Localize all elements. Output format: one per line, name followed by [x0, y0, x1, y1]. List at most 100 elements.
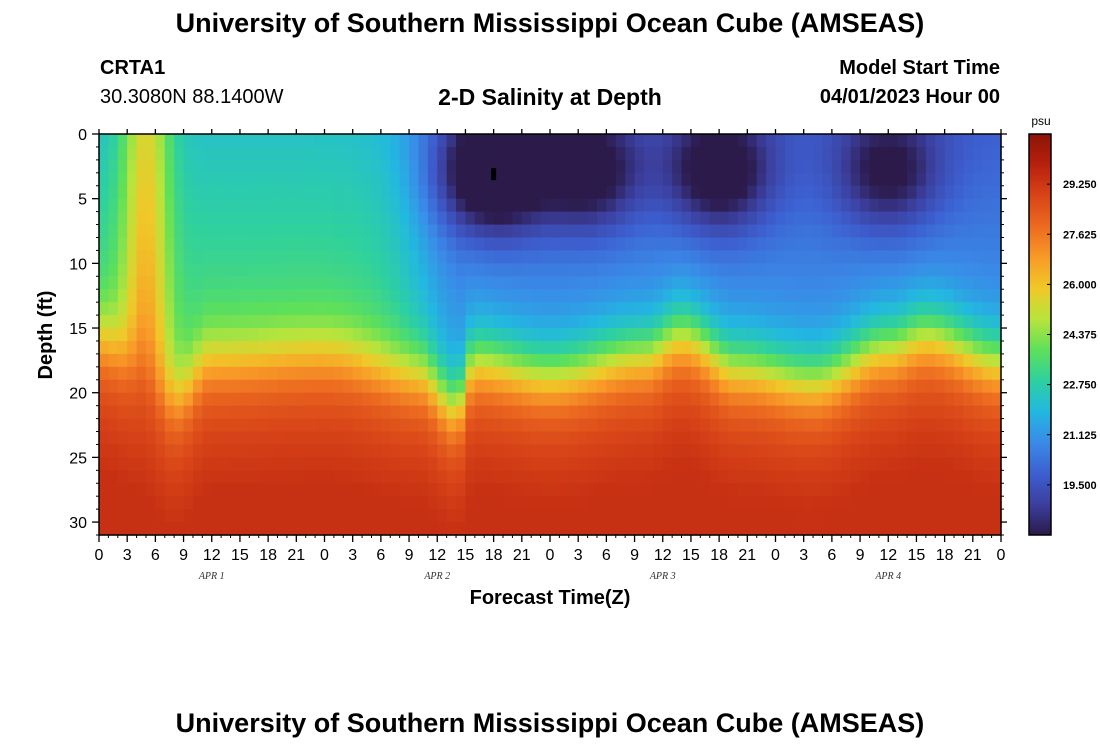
- heatmap-cell: [474, 405, 485, 420]
- heatmap-cell: [747, 405, 758, 420]
- heatmap-cell: [493, 353, 504, 368]
- heatmap-cell: [596, 289, 607, 303]
- heatmap-cell: [230, 328, 241, 342]
- heatmap-cell: [916, 185, 927, 200]
- heatmap-cell: [399, 509, 410, 523]
- heatmap-cell: [587, 263, 598, 277]
- heatmap-cell: [202, 289, 213, 303]
- heatmap-cell: [202, 134, 213, 148]
- heatmap-cell: [878, 431, 889, 446]
- heatmap-cell: [465, 457, 476, 471]
- heatmap-cell: [333, 263, 344, 277]
- heatmap-cell: [127, 302, 138, 316]
- heatmap-cell: [221, 211, 232, 226]
- heatmap-cell: [841, 431, 852, 446]
- heatmap-cell: [324, 276, 335, 290]
- heatmap-cell: [596, 224, 607, 239]
- heatmap-cell: [512, 379, 523, 394]
- heatmap-cell: [709, 328, 720, 342]
- heatmap-cell: [690, 315, 701, 329]
- heatmap-cell: [615, 159, 626, 174]
- heatmap-cell: [239, 470, 250, 484]
- heatmap-cell: [963, 340, 974, 355]
- heatmap-cell: [794, 172, 805, 187]
- heatmap-cell: [587, 470, 598, 484]
- heatmap-cell: [897, 379, 908, 394]
- heatmap-cell: [446, 211, 457, 226]
- heatmap-cell: [709, 211, 720, 226]
- heatmap-cell: [484, 172, 495, 187]
- heatmap-cell: [982, 418, 993, 433]
- heatmap-cell: [672, 250, 683, 264]
- heatmap-cell: [728, 470, 739, 484]
- heatmap-cell: [155, 172, 166, 187]
- heatmap-cell: [371, 405, 382, 420]
- heatmap-cell: [916, 457, 927, 471]
- heatmap-cell: [211, 340, 222, 355]
- heatmap-cell: [465, 185, 476, 200]
- heatmap-cell: [766, 470, 777, 484]
- heatmap-cell: [775, 250, 786, 264]
- heatmap-cell: [615, 405, 626, 420]
- heatmap-cell: [230, 250, 241, 264]
- heatmap-cell: [982, 340, 993, 355]
- heatmap-cell: [681, 418, 692, 433]
- heatmap-cell: [531, 483, 542, 497]
- heatmap-cell: [503, 134, 514, 148]
- heatmap-cell: [982, 444, 993, 458]
- heatmap-cell: [747, 276, 758, 290]
- heatmap-cell: [587, 134, 598, 148]
- heatmap-cell: [803, 470, 814, 484]
- heatmap-cell: [493, 392, 504, 407]
- heatmap-cell: [390, 444, 401, 458]
- heatmap-cell: [907, 405, 918, 420]
- heatmap-cell: [916, 340, 927, 355]
- heatmap-cell: [972, 366, 983, 381]
- heatmap-cell: [869, 444, 880, 458]
- heatmap-cell: [860, 392, 871, 407]
- heatmap-cell: [662, 509, 673, 523]
- heatmap-cell: [127, 522, 138, 536]
- heatmap-cell: [860, 172, 871, 187]
- heatmap-cell: [766, 315, 777, 329]
- x-tick-label: 15: [682, 547, 700, 564]
- heatmap-cell: [728, 328, 739, 342]
- heatmap-cell: [907, 522, 918, 536]
- heatmap-cell: [268, 276, 279, 290]
- heatmap-cell: [643, 392, 654, 407]
- heatmap-cell: [540, 198, 551, 213]
- heatmap-cell: [897, 470, 908, 484]
- heatmap-cell: [352, 224, 363, 239]
- heatmap-cell: [437, 418, 448, 433]
- heatmap-cell: [794, 457, 805, 471]
- heatmap-cell: [728, 379, 739, 394]
- heatmap-cell: [869, 224, 880, 239]
- heatmap-cell: [230, 237, 241, 252]
- heatmap-cell: [145, 444, 156, 458]
- heatmap-cell: [503, 250, 514, 264]
- heatmap-cell: [925, 366, 936, 381]
- heatmap-cell: [897, 146, 908, 161]
- heatmap-cell: [315, 483, 326, 497]
- heatmap-cell: [352, 431, 363, 446]
- heatmap-cell: [380, 198, 391, 213]
- heatmap-cell: [145, 496, 156, 510]
- heatmap-cell: [211, 146, 222, 161]
- heatmap-cell: [296, 418, 307, 433]
- heatmap-cell: [418, 276, 429, 290]
- heatmap-cell: [108, 418, 119, 433]
- heatmap-cell: [813, 328, 824, 342]
- heatmap-cell: [991, 366, 1002, 381]
- heatmap-cell: [427, 134, 438, 148]
- heatmap-cell: [474, 431, 485, 446]
- heatmap-cell: [230, 470, 241, 484]
- heatmap-cell: [653, 159, 664, 174]
- heatmap-cell: [249, 379, 260, 394]
- heatmap-cell: [831, 172, 842, 187]
- x-tick-label: 0: [771, 547, 780, 564]
- heatmap-cell: [813, 146, 824, 161]
- heatmap-cell: [982, 250, 993, 264]
- heatmap-cell: [183, 379, 194, 394]
- heatmap-cell: [239, 211, 250, 226]
- x-tick-label: 15: [231, 547, 249, 564]
